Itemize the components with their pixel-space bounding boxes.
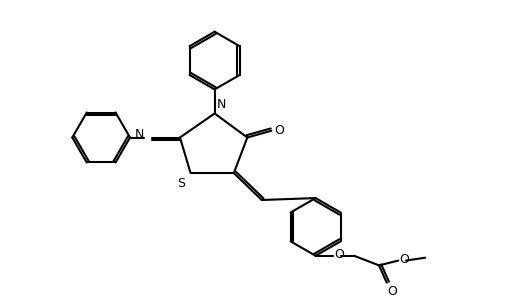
Text: O: O xyxy=(387,285,397,298)
Text: S: S xyxy=(177,177,184,190)
Text: N: N xyxy=(216,97,225,111)
Text: N: N xyxy=(135,128,144,141)
Text: O: O xyxy=(333,248,343,261)
Text: O: O xyxy=(399,253,408,266)
Text: O: O xyxy=(274,124,284,137)
